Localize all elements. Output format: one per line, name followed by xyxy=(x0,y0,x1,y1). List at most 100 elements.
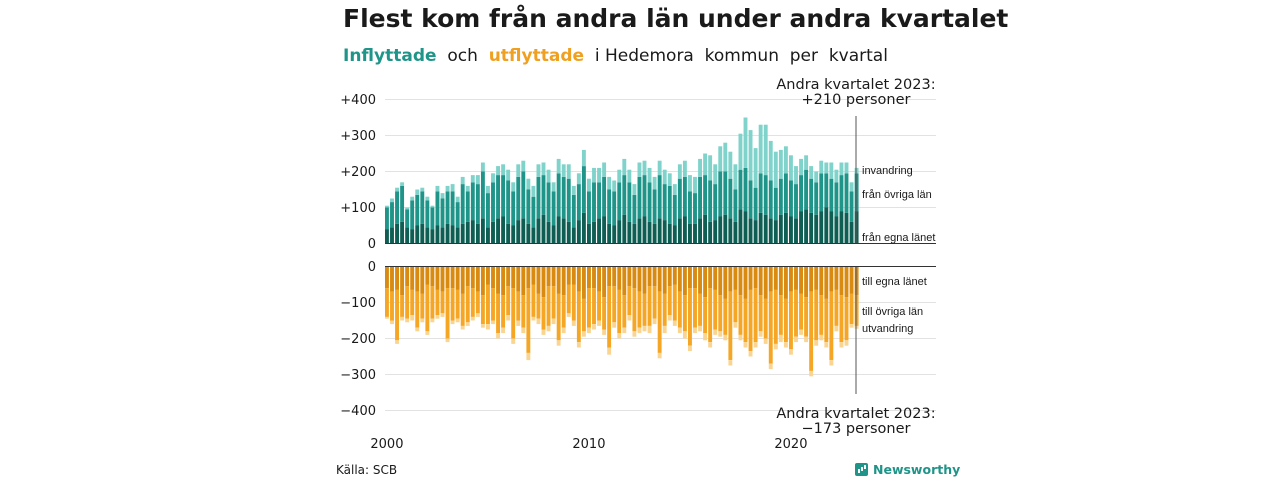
bar-inflow-invandring xyxy=(415,189,420,195)
y-tick-inflow: +100 xyxy=(340,201,376,216)
y-tick-outflow: −300 xyxy=(340,368,376,383)
bar-inflow-ovriga xyxy=(733,189,738,222)
bar-inflow-invandring xyxy=(627,169,632,183)
bar-outflow-ovriga xyxy=(556,293,561,341)
bar-inflow-ovriga xyxy=(465,191,470,222)
bar-inflow-invandring xyxy=(581,149,586,167)
bar-outflow-utvandring xyxy=(385,316,389,319)
bar-outflow-egna xyxy=(647,266,652,287)
bar-outflow-ovriga xyxy=(576,291,581,343)
bar-inflow-ovriga xyxy=(728,178,733,219)
bar-inflow-ovriga xyxy=(556,173,561,217)
bar-outflow-ovriga xyxy=(506,286,511,316)
bar-inflow-invandring xyxy=(688,175,692,192)
bar-inflow-egna xyxy=(743,211,748,244)
bar-inflow-egna xyxy=(819,211,824,244)
bar-inflow-invandring xyxy=(480,162,485,172)
bar-inflow-ovriga xyxy=(657,175,662,219)
bar-outflow-egna xyxy=(541,266,546,298)
bar-inflow-egna xyxy=(470,220,475,244)
bar-outflow-egna xyxy=(758,266,763,296)
bar-outflow-egna xyxy=(491,266,495,289)
y-tick-inflow: +400 xyxy=(340,93,376,108)
bar-outflow-utvandring xyxy=(410,315,415,321)
page-title: Flest kom från andra län under andra kva… xyxy=(343,4,1009,33)
bar-inflow-invandring xyxy=(723,142,728,172)
bar-inflow-ovriga xyxy=(440,198,445,228)
source-note: Källa: SCB xyxy=(336,463,398,477)
bar-inflow-egna xyxy=(627,221,632,244)
bar-outflow-ovriga xyxy=(672,284,677,321)
bar-inflow-ovriga xyxy=(486,193,490,228)
bar-outflow-ovriga xyxy=(486,284,490,325)
bar-inflow-egna xyxy=(450,225,455,244)
bar-inflow-invandring xyxy=(602,162,607,177)
bar-outflow-utvandring xyxy=(455,318,460,323)
bar-inflow-ovriga xyxy=(506,180,511,224)
bar-inflow-egna xyxy=(425,227,430,244)
bar-inflow-egna xyxy=(521,218,526,244)
bar-outflow-utvandring xyxy=(718,331,723,337)
bar-inflow-ovriga xyxy=(647,182,652,222)
bar-outflow-egna xyxy=(597,266,601,292)
brand-logo[interactable]: Newsworthy xyxy=(855,462,960,477)
bar-outflow-egna xyxy=(829,266,834,292)
bar-outflow-ovriga xyxy=(753,288,758,343)
bar-inflow-egna xyxy=(748,218,753,244)
bar-outflow-utvandring xyxy=(400,316,405,321)
bar-inflow-invandring xyxy=(799,158,803,176)
bar-outflow-ovriga xyxy=(617,289,622,334)
bar-outflow-utvandring xyxy=(395,340,399,344)
bar-inflow-ovriga xyxy=(597,182,601,219)
bar-inflow-egna xyxy=(844,212,849,244)
bar-inflow-invandring xyxy=(794,166,798,185)
bar-inflow-egna xyxy=(420,223,425,244)
bar-outflow-utvandring xyxy=(677,327,682,334)
annotation-bottom-line1: Andra kvartalet 2023: xyxy=(776,406,935,422)
bar-outflow-ovriga xyxy=(854,295,859,326)
bar-inflow-egna xyxy=(738,209,743,244)
bar-outflow-utvandring xyxy=(486,324,490,330)
bar-inflow-invandring xyxy=(390,198,394,203)
bar-outflow-utvandring xyxy=(839,342,844,348)
bar-inflow-invandring xyxy=(521,160,526,172)
bar-outflow-utvandring xyxy=(556,340,561,346)
bar-inflow-egna xyxy=(410,229,415,244)
bar-inflow-invandring xyxy=(470,175,475,183)
bar-inflow-egna xyxy=(496,218,500,244)
bar-outflow-utvandring xyxy=(703,333,708,341)
bar-inflow-invandring xyxy=(758,124,763,174)
bar-inflow-invandring xyxy=(506,169,511,181)
bar-inflow-egna xyxy=(809,212,814,244)
bar-inflow-egna xyxy=(733,221,738,244)
bar-inflow-egna xyxy=(491,221,495,244)
bar-inflow-egna xyxy=(753,220,758,244)
bar-inflow-ovriga xyxy=(814,182,819,215)
bar-outflow-ovriga xyxy=(627,286,632,316)
bar-outflow-ovriga xyxy=(844,297,849,341)
bar-inflow-invandring xyxy=(809,166,814,179)
bar-inflow-egna xyxy=(708,221,713,244)
bar-outflow-utvandring xyxy=(682,331,687,339)
bar-inflow-invandring xyxy=(516,164,521,177)
bar-inflow-egna xyxy=(794,218,798,244)
bar-inflow-egna xyxy=(531,227,536,244)
bar-inflow-ovriga xyxy=(713,184,718,221)
bar-inflow-invandring xyxy=(824,162,829,174)
bar-inflow-ovriga xyxy=(809,178,814,213)
bar-inflow-invandring xyxy=(465,185,470,192)
bar-inflow-egna xyxy=(465,221,470,244)
y-tick-outflow: −100 xyxy=(340,296,376,311)
bar-inflow-ovriga xyxy=(662,184,667,221)
bar-inflow-ovriga xyxy=(526,189,531,224)
bar-inflow-ovriga xyxy=(693,193,697,224)
bar-outflow-egna xyxy=(415,266,420,292)
y-tick-inflow: 0 xyxy=(368,237,376,252)
bar-inflow-egna xyxy=(789,216,793,244)
bar-outflow-egna xyxy=(420,266,425,294)
bar-inflow-invandring xyxy=(703,153,708,176)
bar-inflow-egna xyxy=(799,211,803,244)
bar-inflow-invandring xyxy=(475,175,480,185)
bar-inflow-egna xyxy=(804,209,809,244)
bar-inflow-egna xyxy=(718,216,723,244)
